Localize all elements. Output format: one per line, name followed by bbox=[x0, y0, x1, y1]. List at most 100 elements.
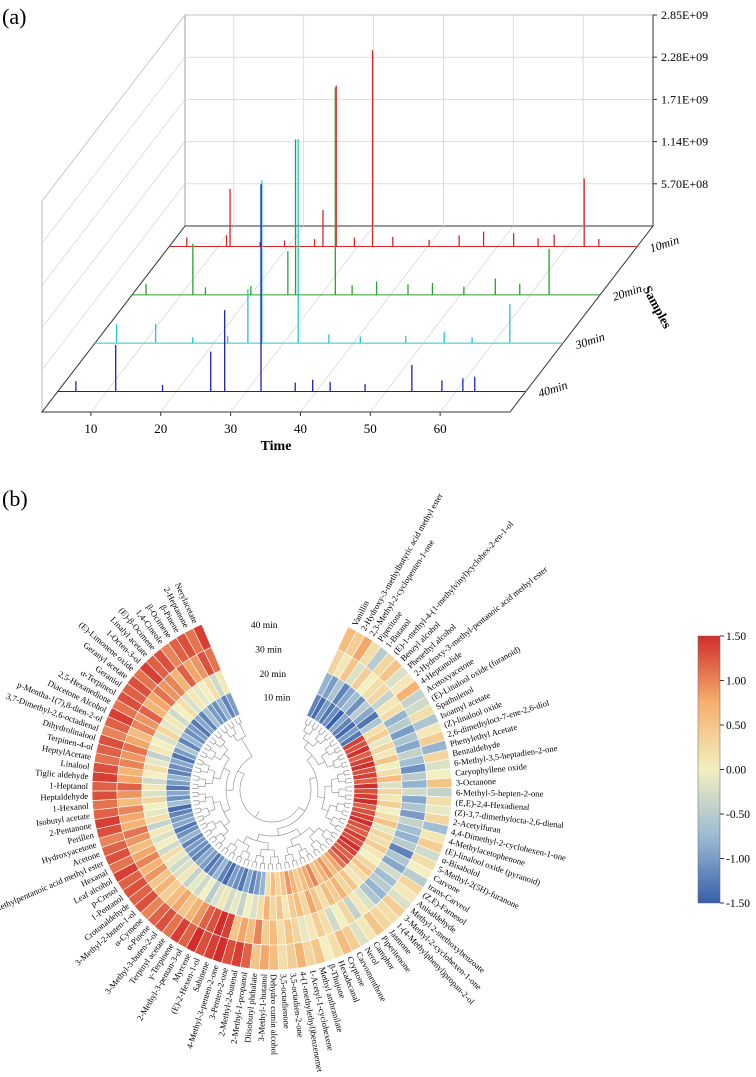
sample-label: 20min bbox=[611, 281, 644, 304]
dendrogram bbox=[332, 743, 337, 747]
dendrogram bbox=[287, 848, 289, 855]
dendrogram bbox=[225, 850, 229, 855]
dendrogram bbox=[257, 834, 259, 841]
dendrogram bbox=[333, 832, 338, 835]
category-label: 6-Methyl-5-hepten-2-one bbox=[456, 787, 544, 798]
dendrogram bbox=[339, 781, 346, 782]
dendrogram bbox=[223, 745, 228, 750]
dendrogram bbox=[240, 850, 243, 856]
dendrogram bbox=[248, 860, 250, 866]
dendrogram bbox=[319, 828, 324, 832]
dendrogram bbox=[345, 799, 351, 800]
dendrogram bbox=[328, 838, 333, 842]
dendrogram bbox=[299, 844, 302, 850]
dendrogram bbox=[203, 815, 210, 818]
ring-label: 40 min bbox=[251, 621, 278, 631]
grid-line bbox=[161, 226, 304, 412]
dendrogram bbox=[278, 779, 311, 828]
dendrogram bbox=[326, 841, 330, 845]
panel-label: (a) bbox=[2, 4, 26, 29]
dendrogram bbox=[240, 858, 242, 863]
dendrogram bbox=[278, 829, 279, 836]
dendrogram bbox=[322, 809, 329, 811]
heatmap-cell bbox=[269, 945, 279, 970]
dendrogram bbox=[224, 768, 230, 771]
dendrogram bbox=[310, 853, 313, 858]
colorbar-tick-label: 1.50 bbox=[726, 631, 746, 643]
dendrogram bbox=[193, 800, 199, 801]
panel-label: (b) bbox=[2, 486, 28, 511]
dendrogram bbox=[309, 720, 312, 725]
dendrogram bbox=[204, 830, 209, 833]
dendrogram bbox=[221, 838, 226, 843]
dendrogram bbox=[195, 767, 201, 769]
sample-label: 10min bbox=[648, 233, 681, 256]
dendrogram bbox=[232, 854, 235, 859]
dendrogram bbox=[255, 855, 257, 862]
dendrogram bbox=[221, 847, 225, 852]
dendrogram bbox=[278, 857, 279, 864]
dendrogram bbox=[304, 742, 308, 748]
dendrogram bbox=[334, 747, 339, 750]
dendrogram bbox=[200, 823, 205, 826]
heatmap-cell bbox=[427, 788, 452, 798]
heatmap-cell bbox=[117, 791, 142, 799]
dendrogram bbox=[255, 811, 259, 817]
dendrogram bbox=[331, 778, 338, 779]
dendrogram bbox=[260, 863, 261, 869]
ring-label: 10 min bbox=[264, 693, 291, 703]
dendrogram bbox=[310, 729, 314, 735]
dendrogram bbox=[345, 774, 351, 775]
dendrogram bbox=[327, 736, 331, 740]
dendrogram bbox=[247, 853, 249, 860]
heatmap-cell bbox=[427, 778, 452, 788]
dendrogram bbox=[240, 774, 299, 822]
dendrogram bbox=[215, 743, 220, 747]
dendrogram bbox=[325, 745, 331, 749]
dendrogram bbox=[313, 741, 318, 746]
dendrogram bbox=[341, 818, 347, 820]
grid-line bbox=[42, 99, 185, 285]
dendrogram bbox=[337, 825, 342, 828]
dendrogram bbox=[200, 755, 205, 758]
dendrogram bbox=[326, 829, 332, 833]
dendrogram bbox=[224, 822, 230, 826]
dendrogram bbox=[343, 810, 349, 812]
colorbar-tick-label: -1.50 bbox=[726, 898, 750, 910]
dendrogram bbox=[192, 796, 198, 797]
dendrogram bbox=[344, 807, 350, 808]
grid-line bbox=[231, 226, 374, 412]
dendrogram bbox=[205, 783, 212, 784]
y-tick-label: 2.85E+09 bbox=[661, 8, 708, 22]
dendrogram bbox=[296, 860, 298, 866]
dendrogram bbox=[252, 862, 254, 868]
grid-line bbox=[42, 142, 185, 328]
dendrogram bbox=[210, 749, 216, 753]
dendrogram bbox=[224, 809, 230, 812]
dendrogram bbox=[224, 726, 228, 731]
heatmap-cell bbox=[402, 788, 427, 796]
dendrogram bbox=[198, 759, 204, 761]
dendrogram bbox=[320, 846, 324, 851]
depth-axis-label: Samples bbox=[640, 283, 675, 331]
x-tick-label: 50 bbox=[364, 421, 377, 436]
dendrogram bbox=[315, 734, 320, 739]
dendrogram bbox=[208, 769, 215, 771]
dendrogram bbox=[199, 801, 206, 802]
dendrogram bbox=[202, 826, 207, 829]
dendrogram bbox=[322, 835, 327, 840]
dendrogram bbox=[338, 803, 345, 804]
dendrogram bbox=[243, 837, 246, 843]
colorbar bbox=[698, 636, 720, 903]
dendrogram bbox=[339, 796, 346, 797]
dendrogram bbox=[245, 744, 249, 750]
x-tick-label: 10 bbox=[84, 421, 97, 436]
grid-line bbox=[91, 226, 234, 412]
sample-label: 40min bbox=[536, 378, 569, 401]
dendrogram bbox=[209, 741, 214, 745]
dendrogram bbox=[303, 733, 307, 739]
dendrogram bbox=[318, 728, 322, 733]
category-label: 1-Heptanol bbox=[49, 780, 88, 791]
x-tick-label: 20 bbox=[154, 421, 167, 436]
